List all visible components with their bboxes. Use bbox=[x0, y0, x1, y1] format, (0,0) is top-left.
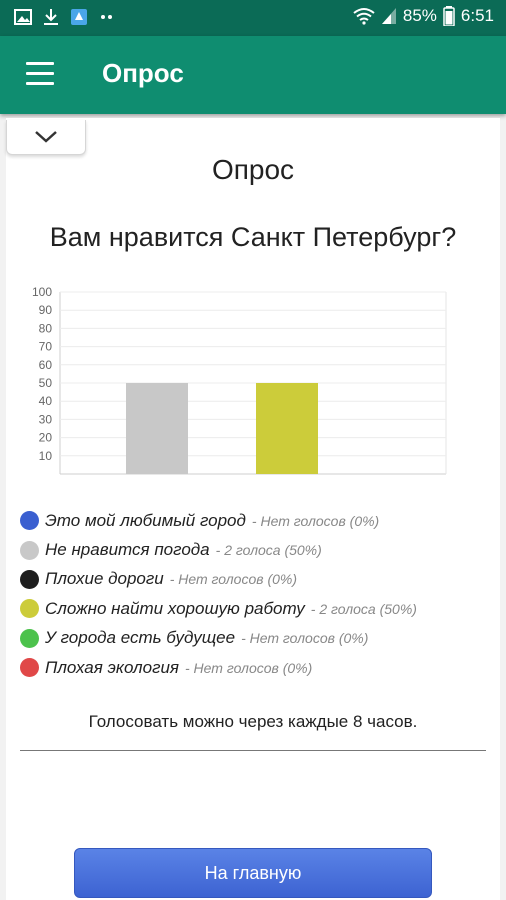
results-bar-chart: 100 90 80 70 60 50 40 30 20 10 bbox=[32, 285, 447, 475]
legend-votes: - Нет голосов (0%) bbox=[169, 571, 298, 588]
hamburger-menu-icon[interactable] bbox=[26, 62, 54, 86]
legend-color-dot bbox=[20, 658, 39, 678]
clock: 6:51 bbox=[460, 6, 494, 25]
legend-item: Сложно найти хорошую работу - 2 голоса (… bbox=[20, 594, 494, 623]
y-tick-label: 50 bbox=[39, 376, 53, 390]
app-bar: Опрос bbox=[0, 36, 506, 114]
legend-votes: - 2 голоса (50%) bbox=[215, 542, 322, 559]
legend-votes: - 2 голоса (50%) bbox=[310, 600, 417, 617]
legend-votes: - Нет голосов (0%) bbox=[184, 659, 313, 676]
y-tick-label: 20 bbox=[39, 431, 53, 445]
y-tick-label: 10 bbox=[39, 449, 53, 463]
vote-interval-note: Голосовать можно через каждые 8 часов. bbox=[88, 712, 418, 731]
poll-heading: Опрос bbox=[211, 154, 295, 185]
y-tick-label: 90 bbox=[39, 303, 53, 317]
y-tick-label: 30 bbox=[39, 412, 53, 426]
battery-icon bbox=[443, 6, 455, 26]
bar bbox=[256, 383, 318, 474]
image-icon bbox=[14, 9, 32, 25]
bar bbox=[126, 383, 188, 474]
y-tick-label: 60 bbox=[39, 358, 53, 372]
legend-item: Не нравится погода - 2 голоса (50%) bbox=[20, 535, 494, 564]
y-tick-label: 100 bbox=[32, 285, 52, 299]
legend-label: Не нравится погода bbox=[45, 540, 210, 560]
legend-color-dot bbox=[20, 599, 39, 619]
legend-item: Это мой любимый город - Нет голосов (0%) bbox=[20, 506, 494, 535]
divider bbox=[20, 750, 486, 751]
notification-icons bbox=[14, 8, 116, 26]
home-button[interactable]: На главную bbox=[74, 848, 432, 898]
collapse-toggle[interactable] bbox=[6, 120, 86, 155]
legend-label: Сложно найти хорошую работу bbox=[45, 598, 305, 618]
poll-legend: Это мой любимый город - Нет голосов (0%)… bbox=[20, 506, 494, 682]
legend-color-dot bbox=[20, 511, 39, 531]
y-tick-label: 80 bbox=[39, 321, 53, 335]
legend-color-dot bbox=[20, 540, 39, 560]
poll-card: Опрос Вам нравится Санкт Петербург? 100 9… bbox=[6, 118, 500, 900]
system-indicators: 85% 6:51 bbox=[353, 6, 494, 26]
chevron-down-icon bbox=[35, 131, 57, 143]
legend-label: У города есть будущее bbox=[45, 628, 236, 648]
legend-color-dot bbox=[20, 628, 39, 648]
legend-item: Плохие дороги - Нет голосов (0%) bbox=[20, 565, 494, 594]
poll-question: Вам нравится Санкт Петербург? bbox=[49, 222, 457, 252]
legend-label: Плохие дороги bbox=[45, 569, 164, 589]
wifi-icon bbox=[353, 8, 375, 25]
legend-item: Плохая экология - Нет голосов (0%) bbox=[20, 653, 494, 682]
legend-label: Это мой любимый город bbox=[45, 510, 246, 530]
legend-votes: - Нет голосов (0%) bbox=[241, 630, 369, 647]
app-title: Опрос bbox=[102, 58, 184, 88]
status-bar: 85% 6:51 bbox=[0, 0, 506, 36]
legend-votes: - Нет голосов (0%) bbox=[251, 512, 380, 529]
y-tick-label: 70 bbox=[39, 340, 53, 354]
more-dots-icon bbox=[101, 15, 112, 19]
download-icon bbox=[44, 9, 58, 25]
legend-label: Плохая экология bbox=[45, 657, 179, 677]
legend-color-dot bbox=[20, 569, 39, 589]
legend-item: У города есть будущее - Нет голосов (0%) bbox=[20, 624, 494, 653]
battery-percent: 85% bbox=[402, 6, 437, 25]
app-notification-icon bbox=[71, 9, 87, 25]
y-tick-label: 40 bbox=[39, 394, 53, 408]
signal-icon bbox=[381, 8, 396, 24]
